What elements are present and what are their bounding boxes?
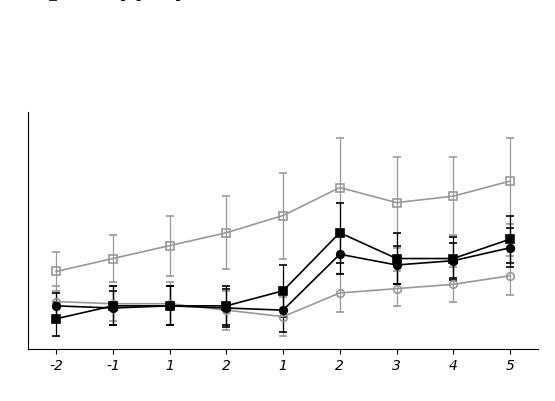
Legend: Behaglig / Låg NA, Behaglig / Hög NA, Obehaglig / Låg NA, Obehaglig / Hög NA: Behaglig / Låg NA, Behaglig / Hög NA, Ob… <box>34 0 212 6</box>
